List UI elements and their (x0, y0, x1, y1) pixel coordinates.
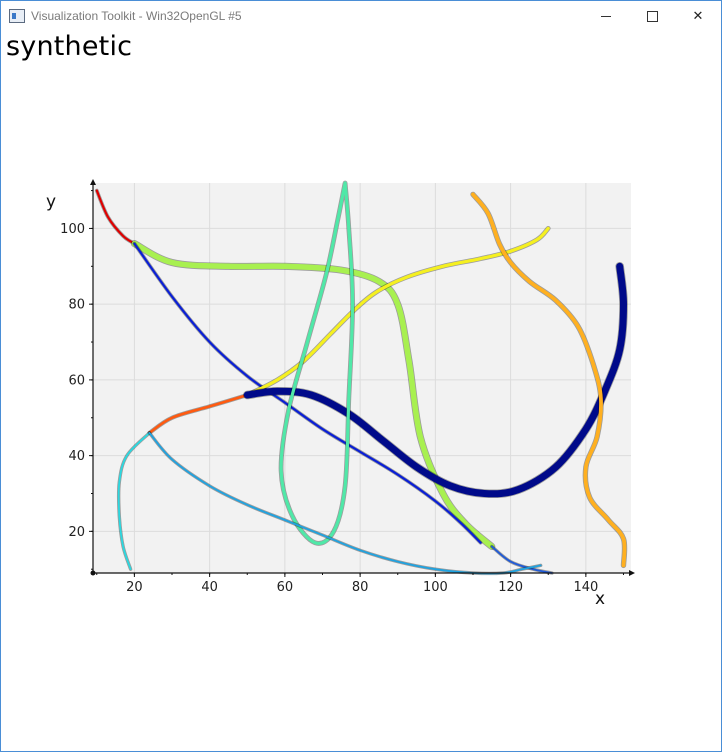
x-axis-arrow (629, 570, 635, 576)
series-line-1 (131, 240, 495, 550)
y-tick-label: 40 (68, 449, 85, 464)
series-line-4 (148, 393, 249, 435)
vtk-app-icon (9, 9, 25, 23)
plot-area (93, 183, 631, 573)
window-title: Visualization Toolkit - Win32OpenGL #5 (31, 9, 242, 23)
maximize-button[interactable] (629, 1, 675, 32)
close-button[interactable]: ✕ (675, 1, 721, 32)
series-line-2 (133, 242, 482, 544)
title-bar[interactable]: Visualization Toolkit - Win32OpenGL #5 ✕ (1, 1, 721, 32)
x-tick-label: 20 (126, 580, 143, 595)
x-tick-label: 140 (573, 580, 598, 595)
x-tick-label: 40 (201, 580, 218, 595)
x-tick-label: 100 (423, 580, 448, 595)
series-line-7 (279, 181, 355, 545)
y-tick-label: 20 (68, 525, 85, 540)
render-title: synthetic (6, 31, 133, 62)
axis-origin (90, 570, 96, 576)
minimize-button[interactable] (583, 1, 629, 32)
maximize-icon (646, 11, 658, 22)
series-line-8 (117, 432, 151, 571)
x-axis-title: x (595, 589, 605, 609)
y-axis-arrow (90, 179, 96, 185)
y-tick-label: 80 (68, 298, 85, 313)
series-line-10 (471, 192, 627, 568)
y-axis-title: y (46, 192, 56, 212)
series-line-6 (243, 262, 627, 498)
x-tick-label: 120 (498, 580, 523, 595)
x-tick-label: 60 (277, 580, 294, 595)
close-icon: ✕ (692, 9, 704, 24)
grid-lines (93, 183, 631, 573)
series-line-0 (95, 189, 136, 245)
series-line-3 (490, 545, 553, 574)
x-tick-label: 80 (352, 580, 369, 595)
y-tick-label: 60 (68, 373, 85, 388)
y-tick-label: 100 (60, 222, 85, 237)
minimize-icon (601, 16, 611, 17)
axes: 20 40 60 80 100 120 140 20 40 60 80 100 (60, 179, 635, 595)
